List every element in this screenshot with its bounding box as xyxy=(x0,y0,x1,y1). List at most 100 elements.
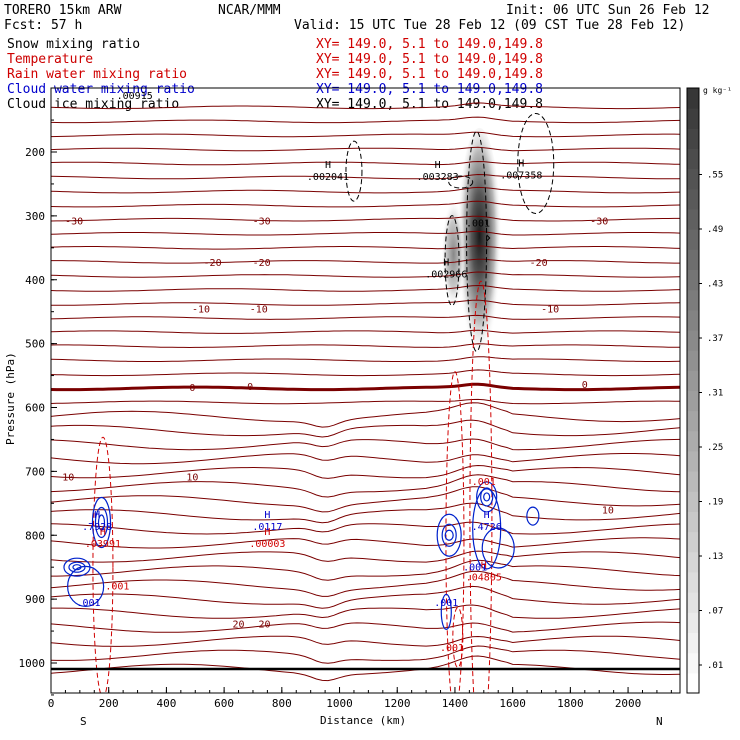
valid-time: Valid: 15 UTC Tue 28 Feb 12 (09 CST Tue … xyxy=(294,18,685,33)
colorbar-level xyxy=(687,370,699,391)
isotherm-label: -10 xyxy=(192,304,210,315)
axes: 0 200 400 600 800 1000 1200 1400 1600 1800 2000200… xyxy=(19,119,672,710)
isotherm xyxy=(51,271,680,278)
cloud-water-contours xyxy=(63,481,540,631)
isotherm xyxy=(51,116,680,124)
legend-snow-xsec: XY= 149.0, 5.1 to 149.0,149.8 xyxy=(316,37,543,52)
snow-max-h-marker: H xyxy=(518,158,524,169)
colorbar-unit: g kg⁻¹ xyxy=(703,86,732,95)
cloud-ice-label: .001 xyxy=(466,218,490,229)
colorbar-tick-label: .31 xyxy=(707,389,723,399)
colorbar-level xyxy=(687,652,699,674)
isotherm xyxy=(51,343,680,349)
isotherm-label: 10 xyxy=(602,506,614,517)
snow-contour xyxy=(466,130,488,352)
isotherm xyxy=(51,486,680,513)
colorbar: .01 .07 .13 .19 .25 .31 .37 .43 .49 .55 xyxy=(686,87,723,694)
y-axis-title: Pressure (hPa) xyxy=(4,352,17,445)
colorbar-level xyxy=(687,491,699,512)
snow-max-h-marker: H xyxy=(435,160,441,171)
rain-max-h-marker: H xyxy=(100,527,106,538)
colorbar-frame xyxy=(686,87,700,694)
isotherm-label: 0 xyxy=(247,382,253,393)
x-end-label-north: N xyxy=(656,715,663,728)
init-time: Init: 06 UTC Sun 26 Feb 12 xyxy=(506,3,710,18)
isotherm xyxy=(51,314,680,320)
colorbar-level xyxy=(687,390,699,412)
y-tick-label: 600 xyxy=(25,402,45,415)
snow-contour xyxy=(345,140,363,202)
colorbar-level xyxy=(687,148,699,170)
isotherm xyxy=(51,570,680,597)
y-tick-label: 400 xyxy=(25,274,45,287)
y-tick-label: 300 xyxy=(25,210,45,223)
y-tick-label: 200 xyxy=(25,146,45,159)
colorbar-level xyxy=(687,430,699,452)
y-tick-label: 1000 xyxy=(19,657,46,670)
isotherm-label: -20 xyxy=(253,258,271,269)
colorbar-level xyxy=(687,309,699,331)
cloud-water-max-value: .001 xyxy=(76,598,100,609)
legend-rain: Rain water mixing ratio xyxy=(7,67,187,82)
cloud-water-contour xyxy=(444,529,454,541)
legend-cloud-ice-xsec: XY= 149.0, 5.1 to 149.0,149.8 xyxy=(316,97,543,112)
cloud-water-contour xyxy=(483,492,491,502)
rain-max-value: .001 xyxy=(105,582,129,593)
colorbar-level xyxy=(687,551,699,573)
isotherm xyxy=(51,245,680,250)
cloud-water-contour xyxy=(436,513,462,557)
snow-contour xyxy=(517,112,555,214)
header: TORERO 15km ARW NCAR/MMM Init: 06 UTC Su… xyxy=(4,3,710,33)
legend-cloud-water-xsec: XY= 149.0, 5.1 to 149.0,149.8 xyxy=(316,82,543,97)
isotherm xyxy=(51,635,680,647)
rain-max-h-marker: H xyxy=(481,561,487,572)
isotherm xyxy=(51,258,680,264)
x-tick-label: 1000 xyxy=(326,697,353,710)
colorbar-level xyxy=(687,249,699,270)
isotherm-label: -20 xyxy=(204,258,222,269)
x-tick-label: 0 xyxy=(48,697,55,710)
x-tick-label: 1600 xyxy=(499,697,526,710)
x-tick-label: 400 xyxy=(156,697,176,710)
isotherm xyxy=(51,299,680,306)
cloud-water-contour xyxy=(91,496,112,549)
colorbar-level xyxy=(687,350,699,371)
colorbar-tick-label: .01 xyxy=(707,661,723,671)
snow-top-value: 80.14 xyxy=(128,80,158,91)
colorbar-level xyxy=(687,471,699,492)
isotherm-label: -30 xyxy=(590,216,608,227)
rain-contour xyxy=(445,371,465,693)
contour-labels: H.002041H.003283H.007358H.002966H.00915H… xyxy=(76,79,542,654)
x-tick-label: 1200 xyxy=(384,697,411,710)
isotherm xyxy=(51,186,680,194)
colorbar-level xyxy=(687,531,699,553)
legend-rain-xsec: XY= 149.0, 5.1 to 149.0,149.8 xyxy=(316,67,543,82)
forecast-hour: Fcst: 57 h xyxy=(4,18,82,33)
isotherm xyxy=(51,200,680,208)
isotherm xyxy=(51,521,680,535)
colorbar-level xyxy=(687,108,699,129)
isotherm-label: 0 xyxy=(189,383,195,394)
colorbar-level xyxy=(687,592,699,613)
isotherm xyxy=(51,645,680,664)
y-tick-label: 700 xyxy=(25,465,45,478)
colorbar-level xyxy=(687,188,699,210)
isotherm-label: 10 xyxy=(186,472,198,483)
legend-cloud-water: Cloud water mixing ratio xyxy=(7,82,195,97)
x-tick-label: 1800 xyxy=(557,697,584,710)
colorbar-tick-label: .19 xyxy=(707,498,723,508)
isotherm xyxy=(51,585,680,609)
snow-max-value: .002966 xyxy=(425,269,467,280)
isotherm xyxy=(51,230,680,236)
isotherm-label: -30 xyxy=(253,216,271,227)
isotherm xyxy=(51,329,680,334)
isotherm xyxy=(51,502,680,524)
x-tick-label: 600 xyxy=(214,697,234,710)
isotherm xyxy=(51,131,680,138)
isotherm-label: 20 xyxy=(258,619,270,630)
isotherm xyxy=(51,464,680,479)
snow-max-h-marker: H xyxy=(132,79,138,90)
snow-max-value: .007358 xyxy=(500,170,542,181)
